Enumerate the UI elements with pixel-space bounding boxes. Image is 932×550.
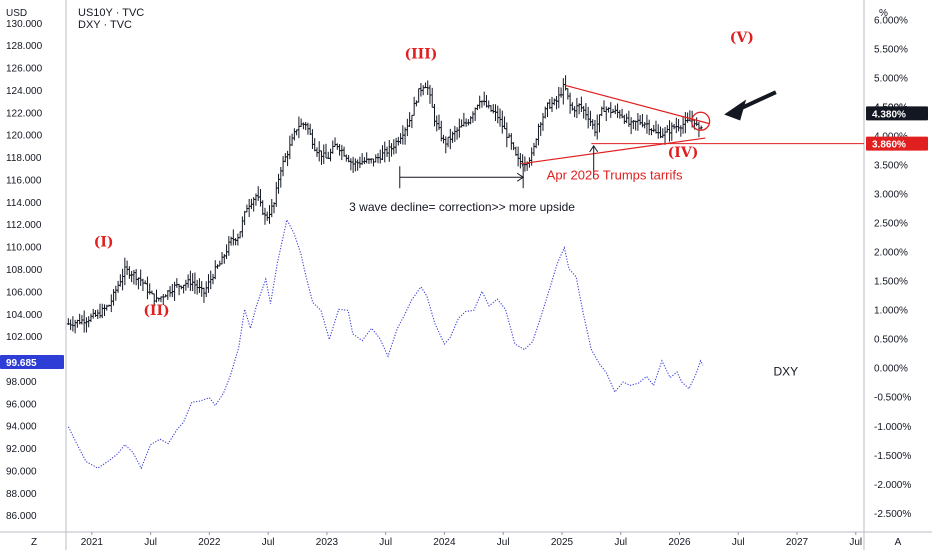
left-tick-label: 116.000 [6,175,42,186]
right-price-tag-text: 3.860% [872,140,906,151]
left-tick-label: 86.000 [6,511,37,522]
big-arrow-head [724,99,747,121]
time-tick-label: Jul [262,537,275,548]
right-tick-label: 1.000% [874,306,908,317]
left-tick-label: 112.000 [6,220,42,231]
time-axis[interactable]: 2021 Jul 2022 Jul 2023 Jul 2024 Jul 2025 Jul 2026 J… [0,531,932,548]
dxy-last-value-tag [0,355,64,370]
right-tick-label: 2.500% [874,219,908,230]
left-tick-label: 98.000 [6,377,37,388]
time-tick-label: Jul [379,537,392,548]
legend-entry-dxy: DXY · TVC [78,19,132,31]
right-tick-label: -2.500% [874,509,911,520]
right-tick-label: 3.000% [874,190,908,201]
left-tick-label: 92.000 [6,444,37,455]
right-unit-label: % [879,8,888,19]
left-tick-label: 94.000 [6,422,37,433]
left-tick-label: 130.000 [6,19,43,30]
right-tick-label: -2.000% [874,480,911,491]
time-tick-label: Jul [497,537,510,548]
left-tick-label: 96.000 [6,399,37,410]
dxy-series-label: DXY [774,364,799,378]
time-tick-label: Jul [732,537,745,548]
corner-right-label: A [895,537,902,548]
wave-label: (I) [94,235,114,251]
time-tick-label: 2023 [316,537,339,548]
right-tick-label: 6.000% [874,15,908,26]
time-tick-label: 2025 [551,537,574,548]
right-tick-label: -0.500% [874,393,911,404]
right-tick-label: 5.500% [874,44,908,55]
time-tick-label: 2024 [433,537,456,548]
time-tick-label: Jul [144,537,157,548]
left-price-axis[interactable]: 86.000 88.000 90.000 92.000 94.000 96.000 98.0… [6,0,67,550]
right-price-tag-text: 4.380% [872,109,906,120]
left-tick-label: 104.000 [6,310,43,321]
left-tick-label: 114.000 [6,198,42,209]
tariff-arrow-head [589,144,599,153]
right-tick-label: 1.500% [874,277,908,288]
right-tick-label: 3.500% [874,160,908,171]
left-tick-label: 126.000 [6,64,43,75]
us10y-series [66,75,703,334]
span-annotation-text: 3 wave decline= correction>> more upside [349,200,575,214]
right-tick-label: 2.000% [874,248,908,259]
time-tick-label: 2022 [198,537,221,548]
left-tick-label: 122.000 [6,108,43,119]
time-tick-label: 2027 [786,537,809,548]
time-tick-label: Jul [849,537,862,548]
time-tick-label: Jul [614,537,627,548]
triangle-upper-line [565,84,710,125]
left-tick-label: 90.000 [6,466,37,477]
wave-label: (III) [404,47,437,63]
left-tick-label: 128.000 [6,41,43,52]
wave-label: (II) [143,303,169,319]
left-tick-label: 106.000 [6,287,43,298]
right-tick-label: 5.000% [874,73,908,84]
left-tick-label: 118.000 [6,153,42,164]
breakout-circle [690,111,711,131]
triangle-lower-line [520,137,706,165]
legend-entry-us10y: US10Y · TVC [78,7,144,19]
left-tick-label: 110.000 [6,243,42,254]
right-price-tag [866,136,928,151]
big-arrow-shaft [737,90,777,112]
left-tick-label: 108.000 [6,265,43,276]
us10y-bar [699,125,703,130]
time-tick-label: 2026 [668,537,691,548]
annotations-layer: (I) (II) (III) (IV) (V) Apr 2025 Trumps tarri… [94,30,864,378]
wave-label: (IV) [668,145,699,161]
span-range-arrowhead [516,172,525,182]
time-tick-label: 2021 [81,537,104,548]
corner-left-label: Z [31,537,37,548]
tariff-annotation-text: Apr 2025 Trumps tarrifs [547,167,683,182]
right-tick-label: 0.000% [874,364,908,375]
right-tick-label: -1.000% [874,422,911,433]
left-tick-label: 102.000 [6,332,43,343]
left-tick-label: 88.000 [6,489,37,500]
left-tick-label: 124.000 [6,86,43,97]
right-tick-label: 0.500% [874,335,908,346]
right-price-tag [866,106,928,121]
wave-label: (V) [730,30,754,46]
right-tick-label: -1.500% [874,451,911,462]
left-unit-label: USD [6,8,27,19]
dxy-last-value-text: 99.685 [6,358,37,369]
left-tick-label: 120.000 [6,131,43,142]
